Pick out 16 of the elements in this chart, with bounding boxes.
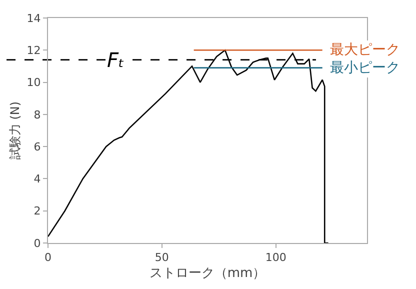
y-tick-label: 12 (26, 44, 41, 57)
ref-line-label: Fₜ (107, 48, 125, 72)
series-label: 最大ピーク (330, 42, 400, 58)
y-tick-label: 8 (34, 108, 41, 122)
series-label: 最小ピーク (330, 60, 400, 76)
x-tick-label: 100 (265, 251, 286, 264)
y-tick-label: 4 (34, 172, 41, 186)
x-tick-label: 0 (44, 251, 52, 264)
x-axis-title: ストローク（mm） (149, 266, 266, 281)
x-tick-label: 50 (154, 251, 169, 264)
y-tick-label: 6 (34, 140, 41, 154)
y-axis-title: 試験力 (N) (8, 101, 22, 160)
y-tick-label: 14 (26, 12, 41, 25)
y-tick-label: 0 (34, 236, 41, 250)
y-tick-label: 2 (34, 204, 41, 218)
y-tick-label: 10 (26, 76, 41, 90)
